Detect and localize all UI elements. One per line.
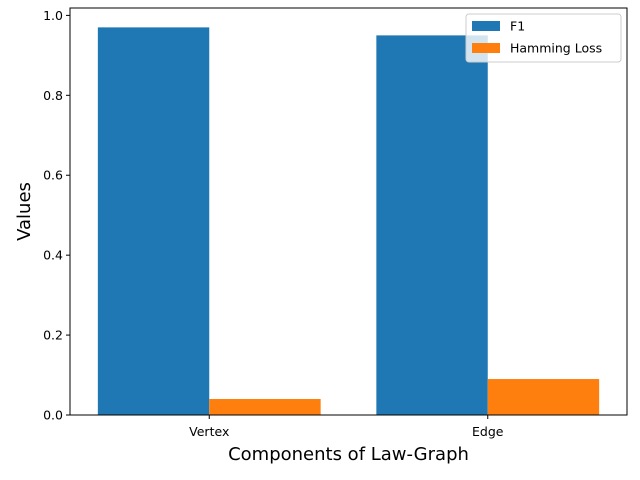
bars-group bbox=[97, 27, 600, 416]
legend-label: F1 bbox=[510, 19, 525, 34]
x-tick-label: Edge bbox=[472, 424, 504, 439]
legend-label: Hamming Loss bbox=[510, 41, 602, 56]
y-axis: 0.0 0.2 0.4 0.6 0.8 1.0 bbox=[43, 8, 70, 423]
x-tick-label: Vertex bbox=[189, 424, 229, 439]
y-tick-label: 0.0 bbox=[43, 408, 63, 423]
y-tick-label: 0.8 bbox=[43, 88, 63, 103]
y-tick-label: 1.0 bbox=[43, 8, 63, 23]
bar-hamming-loss-vertex bbox=[209, 399, 321, 415]
y-tick-label: 0.6 bbox=[43, 168, 63, 183]
legend-box bbox=[465, 13, 622, 63]
x-axis: Vertex Edge bbox=[189, 415, 504, 439]
y-axis-label: Values bbox=[14, 182, 35, 241]
legend-swatch bbox=[472, 43, 500, 53]
legend-swatch bbox=[472, 21, 500, 31]
bar-hamming-loss-edge bbox=[487, 379, 600, 415]
legend: F1 Hamming Loss bbox=[465, 13, 622, 63]
y-tick-label: 0.4 bbox=[43, 248, 63, 263]
x-axis-label: Components of Law-Graph bbox=[228, 444, 469, 465]
plot-frame bbox=[69, 7, 628, 416]
bar-f1-edge bbox=[376, 35, 488, 415]
y-tick-label: 0.2 bbox=[43, 328, 63, 343]
bar-f1-vertex bbox=[97, 27, 210, 416]
